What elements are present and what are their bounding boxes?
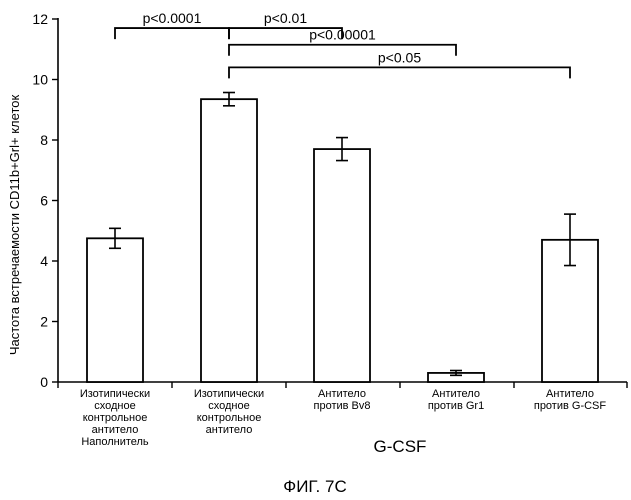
- y-tick-label: 6: [40, 193, 48, 209]
- category-label-line: сходное: [208, 400, 249, 412]
- category-label-line: против G-CSF: [534, 400, 607, 412]
- p-value-label: p<0.01: [264, 10, 307, 26]
- y-axis-label: Частота встречаемости CD11b+Grl+ клеток: [7, 95, 22, 356]
- category-label-line: Изотипически: [80, 388, 150, 400]
- bars: [87, 93, 598, 382]
- y-tick-label: 10: [32, 72, 48, 88]
- category-label-line: контрольное: [83, 412, 148, 424]
- category-label-line: Изотипически: [194, 388, 264, 400]
- category-label: Антителопротив G-CSF: [534, 388, 607, 412]
- y-tick-label: 2: [40, 314, 48, 330]
- bar: [314, 149, 370, 382]
- significance-bracket: [229, 45, 456, 56]
- y-tick-label: 8: [40, 132, 48, 148]
- bar: [201, 99, 257, 382]
- group-label: G-CSF: [374, 437, 427, 456]
- significance-bracket: [115, 28, 229, 39]
- category-label-line: Наполнитель: [81, 436, 149, 448]
- category-label-line: сходное: [94, 400, 135, 412]
- y-tick-label: 4: [40, 253, 48, 269]
- category-label: ИзотипическисходноеконтрольноеантителоНа…: [80, 388, 150, 448]
- p-value-label: p<0.0001: [143, 10, 202, 26]
- category-label-line: Антитело: [318, 388, 366, 400]
- y-tick-label: 0: [40, 374, 48, 390]
- category-label-line: против Gr1: [428, 400, 484, 412]
- category-label-line: Антитело: [432, 388, 480, 400]
- category-label-line: Антитело: [546, 388, 594, 400]
- category-label-line: контрольное: [197, 412, 262, 424]
- category-label-line: антитело: [206, 424, 253, 436]
- figure-caption: ФИГ. 7С: [283, 477, 346, 496]
- y-tick-label: 12: [32, 11, 48, 27]
- category-label: Антителопротив Bv8: [314, 388, 371, 412]
- significance-bracket: [229, 67, 570, 78]
- p-value-label: p<0.05: [378, 49, 421, 65]
- category-label: Изотипическисходноеконтрольноеантитело: [194, 388, 264, 436]
- p-value-label: p<0.00001: [309, 27, 376, 43]
- category-labels: ИзотипическисходноеконтрольноеантителоНа…: [80, 388, 607, 448]
- category-label: Антителопротив Gr1: [428, 388, 484, 412]
- significance-brackets: p<0.0001 p<0.01p<0.00001p<0.05: [115, 10, 570, 78]
- category-label-line: против Bv8: [314, 400, 371, 412]
- bar: [87, 238, 143, 382]
- category-label-line: антитело: [92, 424, 139, 436]
